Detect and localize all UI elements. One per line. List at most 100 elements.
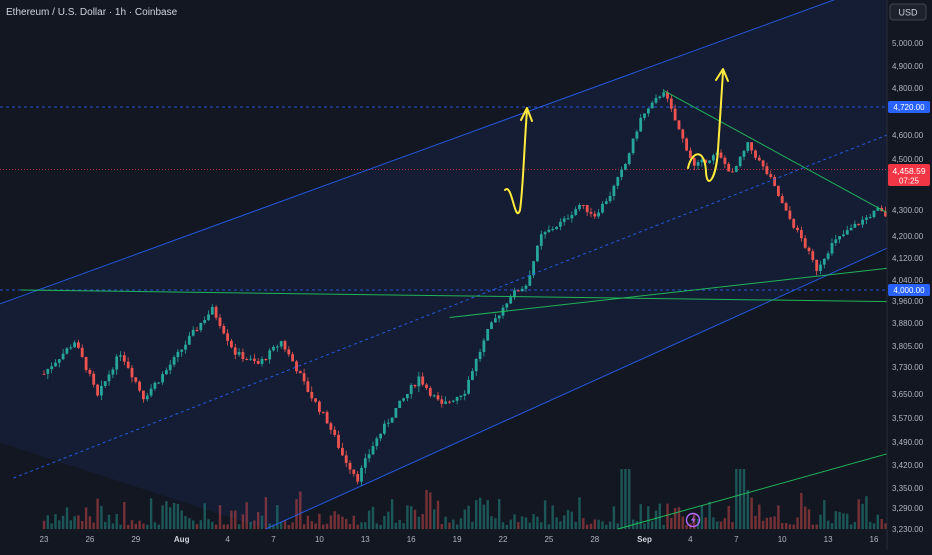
candle-body bbox=[766, 166, 769, 174]
x-tick-label: 4 bbox=[225, 535, 230, 544]
volume-bar bbox=[123, 502, 125, 529]
candle-body bbox=[364, 458, 367, 468]
candle-body bbox=[628, 153, 631, 164]
volume-bar bbox=[701, 505, 703, 529]
candle-body bbox=[559, 222, 562, 227]
candle-body bbox=[548, 230, 551, 232]
candle-body bbox=[605, 201, 608, 204]
x-tick-label: 13 bbox=[361, 535, 370, 544]
candle-body bbox=[796, 228, 799, 230]
candle-body bbox=[846, 230, 849, 234]
volume-bar bbox=[349, 524, 351, 529]
volume-bar bbox=[620, 469, 622, 529]
volume-bar bbox=[609, 522, 611, 529]
volume-bar bbox=[747, 490, 749, 529]
x-tick-label: 26 bbox=[85, 535, 94, 544]
candle-body bbox=[379, 434, 382, 439]
candle-body bbox=[731, 172, 734, 173]
volume-bar bbox=[246, 502, 248, 529]
candle-body bbox=[245, 359, 248, 360]
candle-body bbox=[490, 322, 493, 329]
volume-bar bbox=[154, 522, 156, 529]
volume-bar bbox=[418, 517, 420, 529]
volume-bar bbox=[177, 504, 179, 529]
currency-button[interactable]: USD bbox=[890, 4, 926, 20]
volume-bar bbox=[181, 511, 183, 530]
y-tick-label: 3,490.00 bbox=[892, 438, 924, 447]
volume-bar bbox=[425, 490, 427, 529]
volume-bar bbox=[739, 469, 741, 529]
volume-bar bbox=[73, 516, 75, 529]
candle-body bbox=[834, 239, 837, 243]
volume-bar bbox=[444, 517, 446, 529]
volume-bar bbox=[643, 524, 645, 529]
candle-body bbox=[838, 236, 841, 239]
volume-bar bbox=[575, 522, 577, 529]
x-tick-label: 7 bbox=[271, 535, 276, 544]
volume-bar bbox=[490, 516, 492, 529]
volume-bar bbox=[785, 523, 787, 529]
volume-bar bbox=[475, 500, 477, 529]
volume-bar bbox=[452, 520, 454, 529]
candle-body bbox=[341, 448, 344, 456]
candle-body bbox=[724, 158, 727, 164]
last-price-tag: 4,458.59 07:25 bbox=[888, 164, 930, 186]
volume-bar bbox=[640, 504, 642, 529]
volume-bar bbox=[544, 500, 546, 529]
candle-body bbox=[280, 341, 283, 346]
y-tick-label: 4,200.00 bbox=[892, 232, 924, 241]
candle-body bbox=[743, 151, 746, 157]
volume-bar bbox=[838, 512, 840, 529]
candle-body bbox=[616, 177, 619, 186]
volume-bar bbox=[173, 503, 175, 529]
candle-body bbox=[119, 355, 122, 356]
volume-bar bbox=[135, 524, 137, 529]
candle-body bbox=[414, 385, 417, 386]
volume-bar bbox=[594, 520, 596, 530]
candle-body bbox=[536, 246, 539, 261]
candle-body bbox=[808, 248, 811, 251]
candle-body bbox=[662, 92, 665, 96]
candle-body bbox=[272, 347, 275, 351]
volume-bar bbox=[552, 505, 554, 529]
volume-bar bbox=[720, 522, 722, 529]
candle-body bbox=[406, 394, 409, 398]
volume-bar bbox=[705, 518, 707, 530]
currency-label[interactable]: USD bbox=[898, 8, 918, 18]
volume-bar bbox=[666, 504, 668, 529]
volume-bar bbox=[728, 506, 730, 529]
candle-body bbox=[735, 166, 738, 172]
volume-bar bbox=[647, 506, 649, 529]
candle-body bbox=[123, 355, 126, 361]
candle-body bbox=[498, 316, 501, 319]
x-tick-label: 7 bbox=[734, 535, 739, 544]
candle-body bbox=[50, 366, 53, 369]
candle-body bbox=[655, 98, 658, 103]
volume-bar bbox=[582, 518, 584, 529]
volume-bar bbox=[605, 525, 607, 529]
volume-bar bbox=[406, 505, 408, 529]
volume-bar bbox=[211, 522, 213, 529]
volume-bar bbox=[96, 499, 98, 529]
candle-body bbox=[440, 399, 443, 403]
volume-bar bbox=[303, 524, 305, 529]
volume-bar bbox=[781, 523, 783, 529]
volume-bar bbox=[116, 514, 118, 529]
candle-body bbox=[827, 253, 830, 258]
x-tick-label: 10 bbox=[315, 535, 324, 544]
volume-bar bbox=[261, 516, 263, 529]
y-tick-label: 3,730.00 bbox=[892, 363, 924, 372]
volume-bar bbox=[379, 525, 381, 529]
volume-bar bbox=[685, 525, 687, 529]
chart-title: Ethereum / U.S. Dollar · 1h · Coinbase bbox=[6, 7, 178, 18]
volume-bar bbox=[800, 493, 802, 529]
volume-bar bbox=[846, 514, 848, 529]
volume-bar bbox=[433, 509, 435, 529]
candle-body bbox=[211, 307, 214, 315]
volume-bar bbox=[525, 517, 527, 529]
candle-body bbox=[180, 350, 183, 352]
candle-body bbox=[528, 275, 531, 286]
volume-bar bbox=[571, 512, 573, 529]
volume-bar bbox=[460, 518, 462, 529]
